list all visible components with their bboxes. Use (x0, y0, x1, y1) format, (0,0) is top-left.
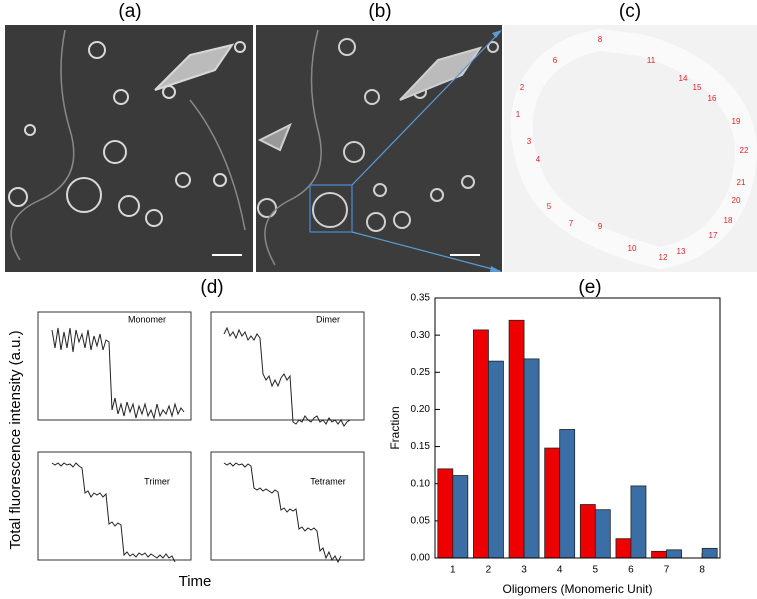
spot-label: 12 (659, 253, 668, 262)
spot-label: 2 (520, 83, 525, 92)
trace-title: Dimer (316, 314, 340, 324)
y-tick-label: 0.25 (411, 367, 431, 378)
trace-y-label: Total fluorescence intensity (a.u.) (7, 330, 24, 549)
x-tick-label: 2 (486, 565, 492, 576)
spot-label: 10 (628, 244, 637, 253)
y-tick-label: 0.05 (411, 515, 431, 526)
spot-label: 20 (732, 196, 741, 205)
x-tick-label: 1 (450, 565, 456, 576)
x-tick-label: 6 (628, 565, 634, 576)
spot-label: 1 (516, 110, 521, 119)
y-tick-label: 0.30 (411, 330, 431, 341)
y-tick-label: 0.20 (411, 404, 431, 415)
panel-label: (e) (578, 277, 601, 298)
bar (579, 504, 596, 559)
bar (544, 447, 561, 559)
step-traces (51, 326, 351, 564)
bar (523, 358, 540, 559)
trace-x-label: Time (179, 573, 212, 590)
trace-boxes (37, 311, 365, 561)
bar (452, 475, 469, 559)
y-tick-label: 0.00 (411, 553, 431, 564)
zoom-box (309, 184, 353, 233)
vesicles-a (8, 29, 246, 261)
x-tick-label: 3 (521, 565, 527, 576)
bar (651, 550, 667, 559)
trace-title: Monomer (128, 314, 166, 324)
plot-frame (434, 297, 721, 559)
spot-label: 18 (724, 216, 733, 225)
spot-label: 6 (553, 56, 558, 65)
spot-label: 14 (679, 74, 688, 83)
spot-label: 21 (737, 178, 746, 187)
spot-label: 22 (740, 146, 749, 155)
x-tick-label: 5 (593, 565, 599, 576)
bar (666, 549, 682, 559)
spot-label: 3 (527, 137, 532, 146)
y-tick-label: 0.35 (411, 293, 431, 304)
x-tick-label: 4 (557, 565, 563, 576)
panel-label: (d) (200, 277, 223, 298)
spot-label: 16 (708, 94, 717, 103)
spot-label: 5 (547, 202, 552, 211)
y-axis-label: Fraction (388, 406, 402, 449)
x-tick-label: 7 (664, 565, 670, 576)
bar (559, 429, 576, 559)
bar (630, 485, 647, 559)
bar (508, 319, 525, 559)
x-tick-label: 8 (699, 565, 705, 576)
spot-label: 8 (598, 35, 603, 44)
spot-label: 17 (709, 231, 718, 240)
vesicle-outline (510, 28, 757, 270)
bar (594, 509, 611, 559)
zoom-arrow (351, 31, 501, 186)
trace-title: Tetramer (310, 476, 346, 486)
panel-label: (b) (368, 1, 391, 22)
spot-label: 19 (732, 117, 741, 126)
spot-label: 11 (647, 56, 656, 65)
bar (615, 538, 632, 559)
y-tick-label: 0.15 (411, 441, 431, 452)
spot-label: 4 (536, 155, 541, 164)
zoom-arrow (351, 231, 501, 272)
bar (701, 547, 718, 559)
spot-label: 9 (598, 222, 603, 231)
panel-label: (a) (118, 1, 141, 22)
panel-label: (c) (619, 1, 641, 22)
bar (488, 360, 504, 559)
spot-label: 13 (677, 247, 686, 256)
vesicles-b (257, 29, 499, 266)
x-axis-label: Oligomers (Monomeric Unit) (502, 582, 652, 596)
spot-label: 15 (693, 83, 702, 92)
spot-label: 7 (569, 219, 574, 228)
trace-title: Trimer (144, 476, 170, 486)
bar (437, 468, 454, 559)
y-tick-label: 0.10 (411, 478, 431, 489)
bar (473, 329, 489, 559)
